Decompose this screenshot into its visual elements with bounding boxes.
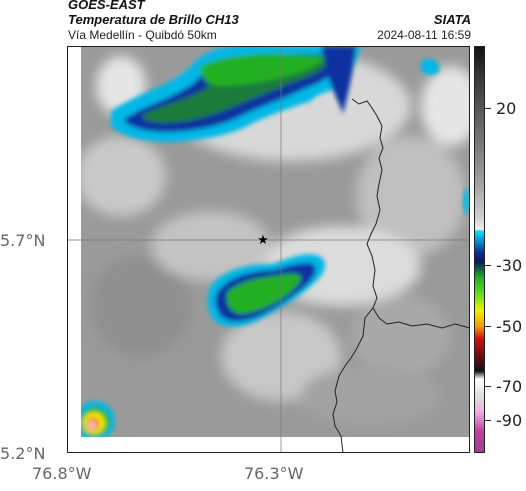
route-label: Vía Medellín - Quibdó 50km bbox=[68, 28, 217, 42]
org-name: SIATA bbox=[433, 12, 471, 27]
cb-label-neg30: -30 bbox=[496, 256, 523, 275]
brightness-temperature-map[interactable] bbox=[81, 46, 469, 437]
lat-label-5.7: 5.7°N bbox=[0, 231, 46, 250]
cb-label-neg90: -90 bbox=[496, 411, 523, 430]
lat-label-5.2: 5.2°N bbox=[0, 444, 46, 463]
product-title: Temperatura de Brillo CH13 SIATA bbox=[68, 12, 471, 27]
map-bottom-margin bbox=[67, 437, 470, 453]
cb-tick-neg70 bbox=[485, 386, 491, 387]
star-icon: ★ bbox=[257, 233, 269, 248]
department-border bbox=[332, 307, 374, 453]
cb-label-20: 20 bbox=[496, 99, 517, 118]
lon-label-76.8: 76.8°W bbox=[32, 464, 92, 483]
product-name: Temperatura de Brillo CH13 bbox=[68, 12, 239, 27]
colorbar bbox=[474, 46, 485, 453]
cb-tick-20 bbox=[485, 108, 491, 109]
cb-tick-neg30 bbox=[485, 265, 491, 266]
cb-tick-neg90 bbox=[485, 420, 491, 421]
subtitle-row: Vía Medellín - Quibdó 50km 2024-08-11 16… bbox=[68, 28, 471, 42]
cb-label-neg70: -70 bbox=[496, 377, 523, 396]
timestamp: 2024-08-11 16:59 bbox=[377, 28, 471, 42]
cb-tick-neg50 bbox=[485, 326, 491, 327]
satellite-title: GOES-EAST bbox=[68, 0, 145, 12]
map-frame bbox=[67, 46, 470, 453]
map-overlay: ★ bbox=[67, 46, 470, 453]
map-left-margin bbox=[67, 46, 81, 437]
cb-label-neg50: -50 bbox=[496, 317, 523, 336]
lon-label-76.3: 76.3°W bbox=[244, 464, 304, 483]
country-border bbox=[351, 98, 470, 329]
